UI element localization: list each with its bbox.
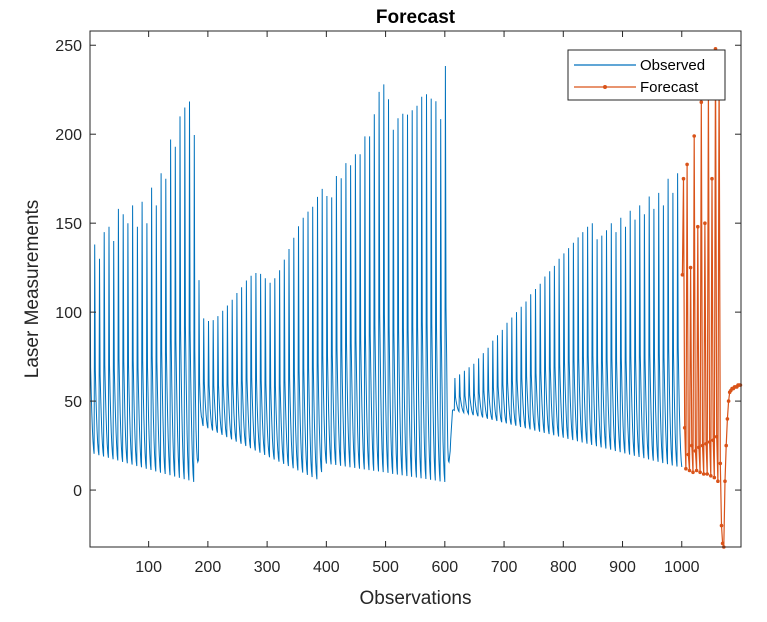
- legend[interactable]: Observed Forecast: [567, 49, 726, 101]
- forecast-point: [726, 399, 731, 403]
- forecast-point: [719, 523, 724, 528]
- x-tick-label: 300: [254, 559, 281, 576]
- y-tick-label: 250: [55, 38, 82, 55]
- axes-box: [89, 30, 742, 548]
- y-tick-label: 0: [73, 483, 82, 500]
- forecast-point: [696, 224, 700, 229]
- forecast-point: [684, 466, 688, 471]
- x-tick-label: 800: [550, 559, 577, 576]
- forecast-point: [707, 440, 712, 444]
- forecast-point: [704, 442, 708, 446]
- forecast-point: [720, 541, 725, 546]
- forecast-point: [682, 426, 687, 430]
- forecast-point: [723, 479, 727, 484]
- forecast-point: [701, 472, 706, 476]
- forecast-point: [687, 468, 692, 473]
- forecast-point: [724, 443, 728, 448]
- forecast-point: [693, 449, 698, 453]
- forecast-point: [690, 443, 694, 448]
- y-tick-label: 100: [55, 305, 82, 322]
- forecast-point: [714, 434, 719, 439]
- x-tick-label: 700: [491, 559, 518, 576]
- axes: [89, 30, 742, 548]
- y-axis-label: Laser Measurements: [22, 200, 43, 378]
- observed-series-line: [89, 65, 683, 483]
- y-axis-ticks: 0 50 100 150 200 250: [55, 38, 741, 500]
- forecast-point: [680, 273, 685, 277]
- series-layer: [89, 47, 743, 549]
- forecast-point: [685, 162, 689, 167]
- legend-forecast-marker: [603, 85, 607, 89]
- forecast-point: [712, 475, 717, 480]
- x-tick-label: 400: [313, 559, 340, 576]
- x-tick-label: 500: [372, 559, 399, 576]
- forecast-point: [716, 479, 720, 484]
- x-axis-label: Observations: [360, 588, 472, 609]
- forecast-point: [703, 221, 707, 225]
- forecast-point: [725, 417, 730, 421]
- forecast-point: [711, 438, 715, 443]
- y-tick-label: 200: [55, 127, 82, 144]
- forecast-point: [699, 100, 704, 104]
- forecast-point: [686, 452, 691, 457]
- forecast-point: [705, 472, 709, 476]
- x-tick-label: 600: [431, 559, 458, 576]
- x-tick-label: 100: [135, 559, 162, 576]
- forecast-point: [738, 383, 743, 387]
- forecast-point: [692, 134, 696, 138]
- x-tick-label: 200: [195, 559, 222, 576]
- forecast-point: [681, 176, 686, 181]
- forecast-point: [710, 176, 714, 181]
- chart-title: Forecast: [376, 7, 456, 28]
- forecast-point: [698, 470, 702, 475]
- forecast-point: [691, 470, 695, 475]
- forecast-point: [709, 474, 713, 478]
- y-tick-label: 150: [55, 216, 82, 233]
- x-axis-ticks: 100 200 300 400 500 600 700 800 900 1000: [135, 31, 700, 576]
- y-tick-label: 50: [64, 394, 82, 411]
- legend-box: [567, 49, 726, 101]
- x-tick-label: 900: [609, 559, 636, 576]
- legend-forecast-label: Forecast: [640, 79, 699, 96]
- forecast-point: [700, 443, 705, 448]
- forecast-point: [718, 461, 723, 466]
- legend-observed-label: Observed: [640, 57, 705, 74]
- forecast-point: [688, 265, 693, 270]
- x-tick-label: 1000: [664, 559, 700, 576]
- forecast-point: [694, 468, 699, 473]
- forecast-point: [697, 445, 701, 450]
